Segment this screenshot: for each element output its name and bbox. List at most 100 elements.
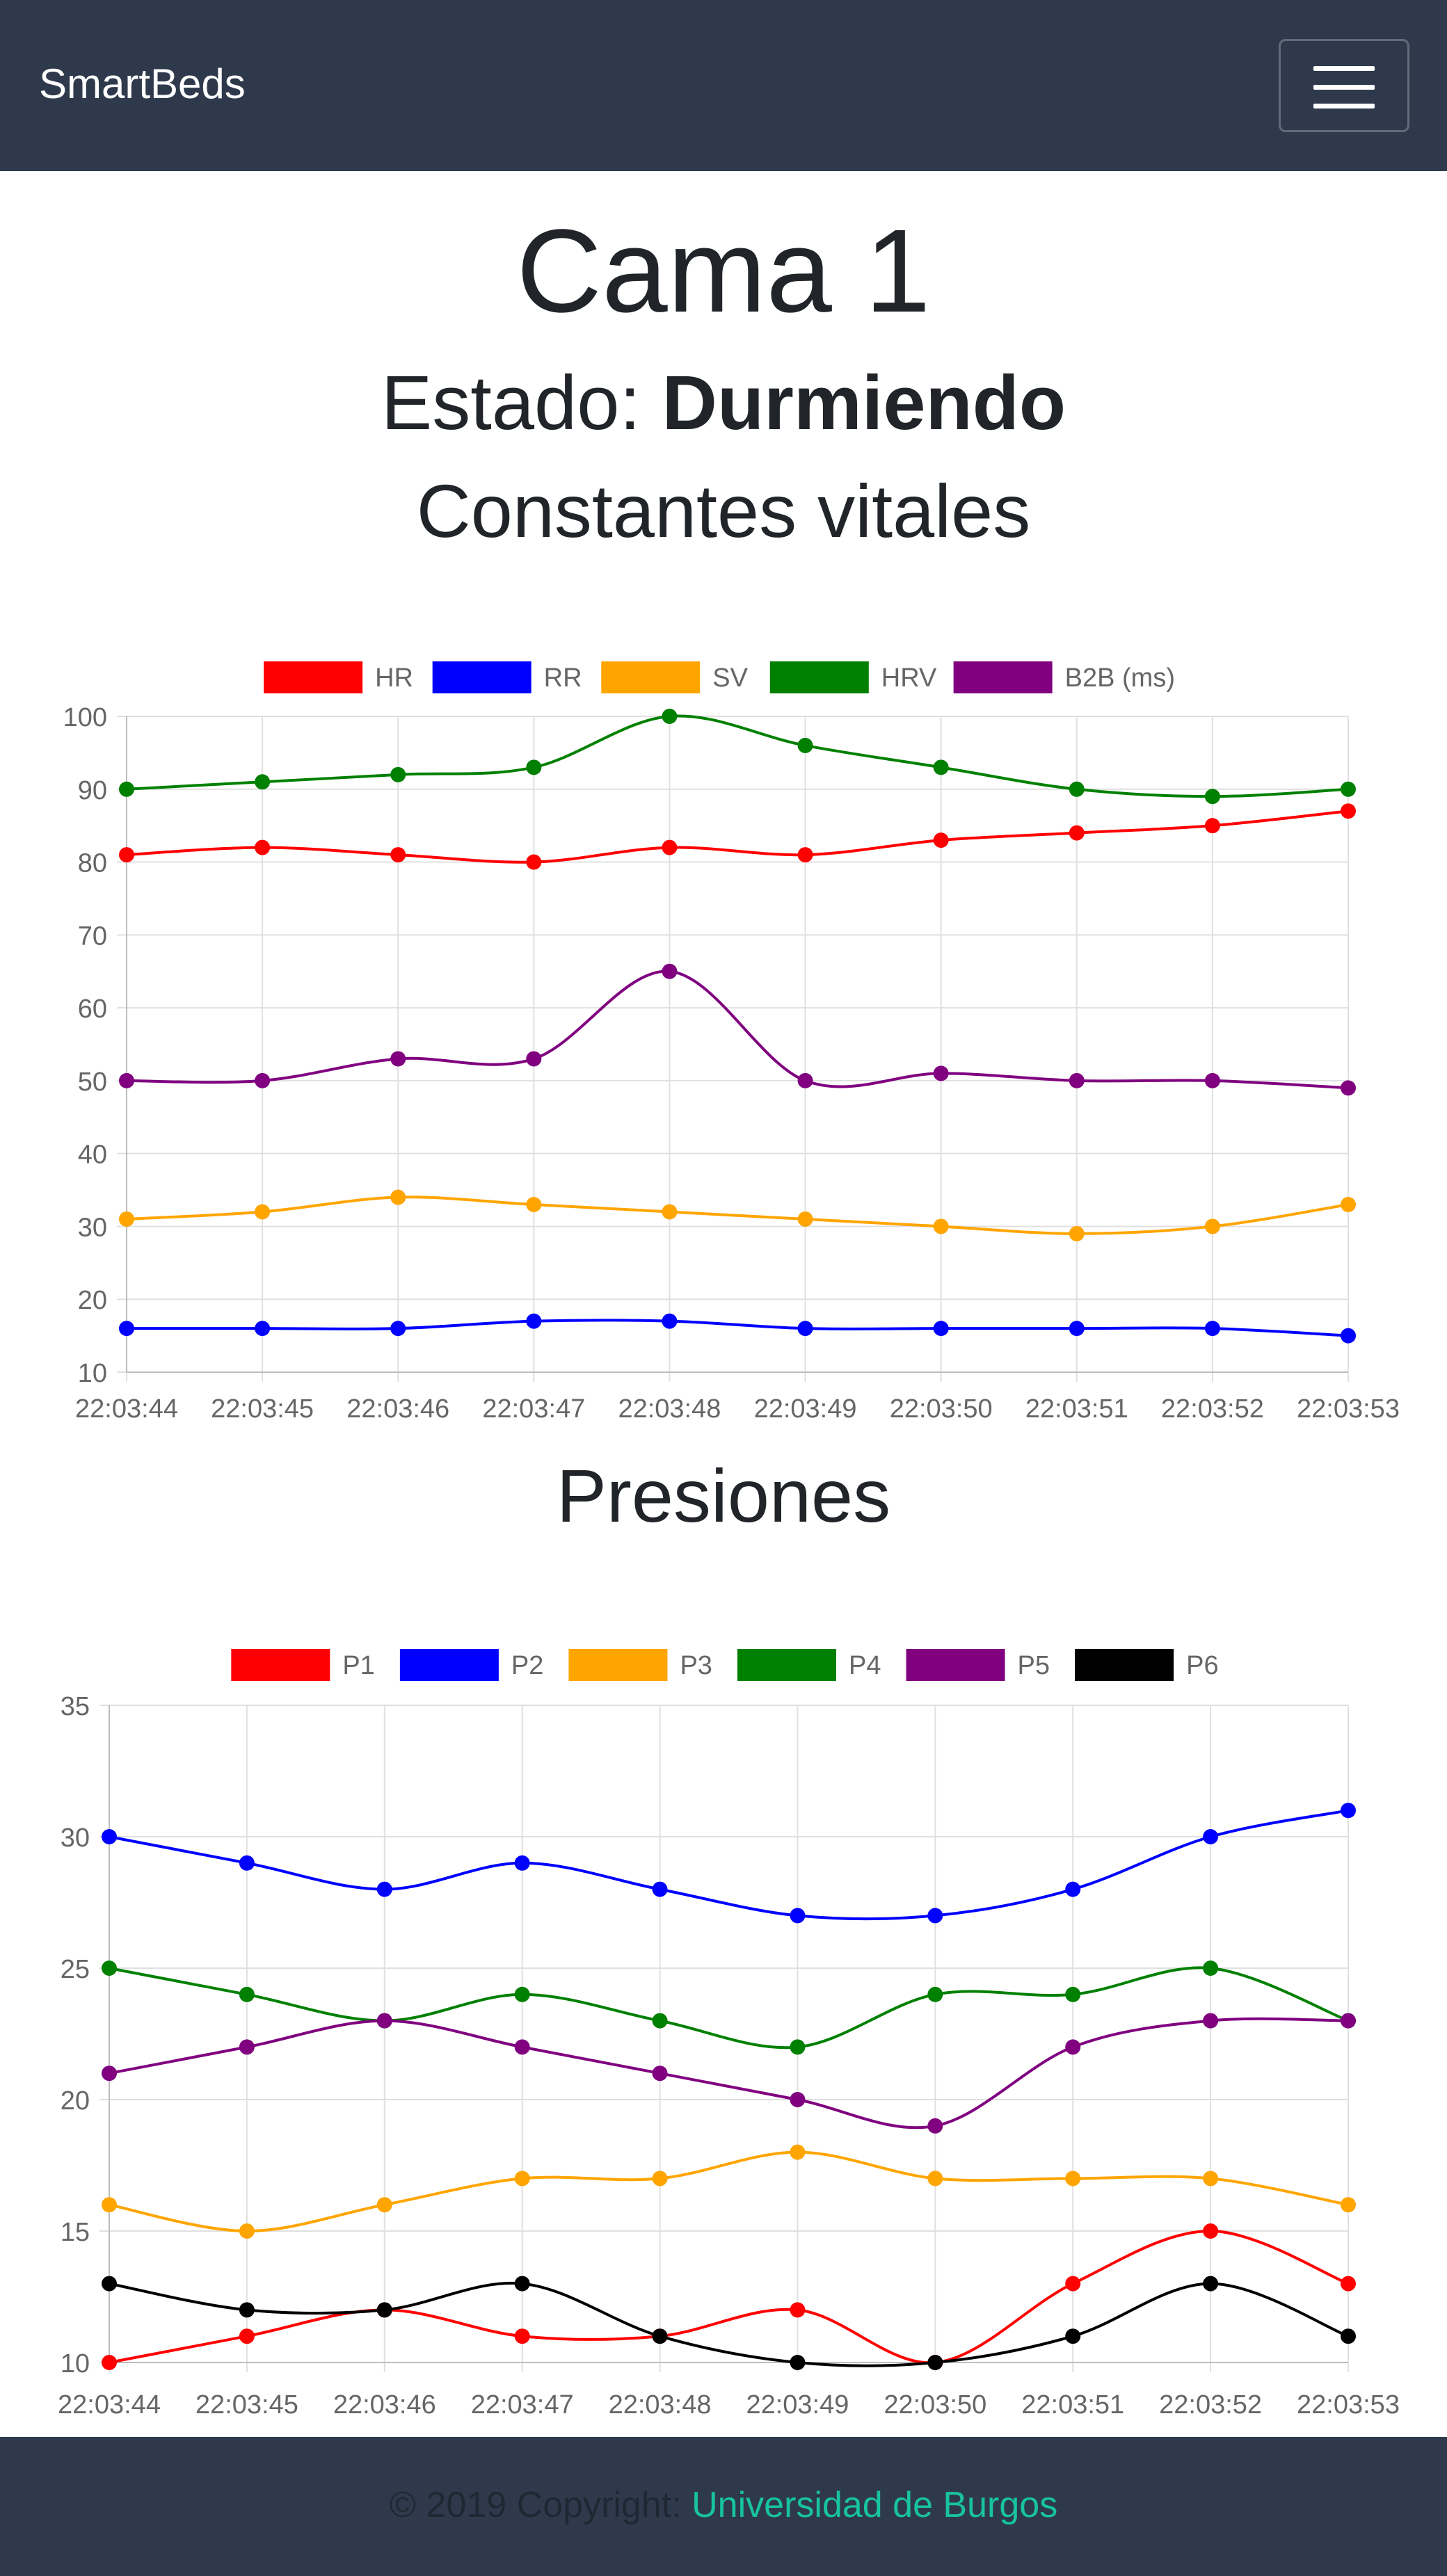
data-point[interactable] [927,1908,943,1924]
data-point[interactable] [514,2039,530,2055]
data-point[interactable] [662,839,678,855]
data-point[interactable] [1204,1218,1220,1234]
data-point[interactable] [514,2328,530,2344]
data-point[interactable] [662,1313,678,1329]
data-point[interactable] [1065,2276,1081,2292]
data-point[interactable] [102,1961,117,1976]
legend-item[interactable]: B2B (ms) [953,661,1175,693]
data-point[interactable] [514,1855,530,1871]
data-point[interactable] [1203,2013,1219,2029]
data-point[interactable] [102,2355,117,2370]
data-point[interactable] [1203,2171,1219,2187]
data-point[interactable] [1203,1961,1219,1976]
data-point[interactable] [1341,1328,1356,1344]
data-point[interactable] [652,2066,668,2082]
data-point[interactable] [390,1321,406,1337]
data-point[interactable] [662,963,678,979]
data-point[interactable] [526,854,542,870]
data-point[interactable] [1065,1986,1081,2002]
data-point[interactable] [1341,2328,1356,2344]
data-point[interactable] [526,759,542,775]
menu-toggle-button[interactable] [1279,39,1409,132]
data-point[interactable] [1204,789,1220,805]
legend-item[interactable]: SV [601,661,749,693]
data-point[interactable] [239,2328,255,2344]
data-point[interactable] [239,1855,255,1871]
data-point[interactable] [102,2066,117,2082]
data-point[interactable] [927,2355,943,2370]
legend-item[interactable]: HR [264,661,413,693]
data-point[interactable] [1341,781,1356,797]
data-point[interactable] [790,2144,806,2160]
legend-item[interactable]: P4 [737,1649,881,1681]
legend-item[interactable]: HRV [769,661,937,693]
data-point[interactable] [797,1321,813,1337]
data-point[interactable] [1341,1803,1356,1819]
data-point[interactable] [797,847,813,863]
data-point[interactable] [933,832,949,848]
data-point[interactable] [514,2276,530,2292]
data-point[interactable] [255,1072,271,1088]
data-point[interactable] [255,774,271,790]
data-point[interactable] [652,2013,668,2029]
data-point[interactable] [390,1189,406,1205]
data-point[interactable] [797,737,813,753]
data-point[interactable] [376,2302,392,2318]
data-point[interactable] [933,759,949,775]
data-point[interactable] [1341,1197,1356,1213]
data-point[interactable] [1341,2197,1356,2213]
data-point[interactable] [119,781,134,797]
data-point[interactable] [790,2355,806,2370]
data-point[interactable] [102,2197,117,2213]
data-point[interactable] [797,1072,813,1088]
data-point[interactable] [927,2118,943,2134]
data-point[interactable] [1341,2013,1356,2029]
data-point[interactable] [1069,781,1085,797]
data-point[interactable] [652,2328,668,2344]
data-point[interactable] [119,847,134,863]
legend-item[interactable]: P2 [399,1649,543,1681]
legend-item[interactable]: P3 [568,1649,712,1681]
data-point[interactable] [1065,2039,1081,2055]
legend-item[interactable]: P5 [906,1649,1050,1681]
data-point[interactable] [1065,1881,1081,1897]
data-point[interactable] [119,1072,134,1088]
data-point[interactable] [102,2276,117,2292]
data-point[interactable] [790,2039,806,2055]
data-point[interactable] [1203,1829,1219,1844]
data-point[interactable] [797,1211,813,1227]
brand-link[interactable]: SmartBeds [39,61,246,107]
footer-link[interactable]: Universidad de Burgos [691,2485,1058,2525]
data-point[interactable] [239,2223,255,2239]
data-point[interactable] [119,1321,134,1337]
data-point[interactable] [1204,1321,1220,1337]
data-point[interactable] [1069,1321,1085,1337]
data-point[interactable] [933,1065,949,1081]
legend-item[interactable]: P1 [231,1649,375,1681]
data-point[interactable] [514,2171,530,2187]
pressures-chart[interactable]: 10 15 20 25 30 35 22:03:44 22:03:45 22:03:46 22:0… [0,1627,1447,2427]
vitals-chart[interactable]: 10 20 30 40 50 60 70 80 90 100 22:03:44 22:03:45 22:… [0,640,1447,1433]
data-point[interactable] [1341,803,1356,819]
data-point[interactable] [376,2197,392,2213]
data-point[interactable] [1204,1072,1220,1088]
data-point[interactable] [239,2039,255,2055]
legend-item[interactable]: RR [432,661,582,693]
data-point[interactable] [119,1211,134,1227]
data-point[interactable] [1203,2223,1219,2239]
data-point[interactable] [376,1881,392,1897]
data-point[interactable] [933,1218,949,1234]
data-point[interactable] [1065,2171,1081,2187]
data-point[interactable] [927,2171,943,2187]
data-point[interactable] [1069,1225,1085,1241]
data-point[interactable] [1204,818,1220,834]
data-point[interactable] [662,1204,678,1220]
data-point[interactable] [1341,2276,1356,2292]
data-point[interactable] [390,1051,406,1067]
data-point[interactable] [1341,1080,1356,1096]
data-point[interactable] [790,1908,806,1924]
data-point[interactable] [514,1986,530,2002]
data-point[interactable] [927,1986,943,2002]
data-point[interactable] [239,2302,255,2318]
data-point[interactable] [390,766,406,782]
